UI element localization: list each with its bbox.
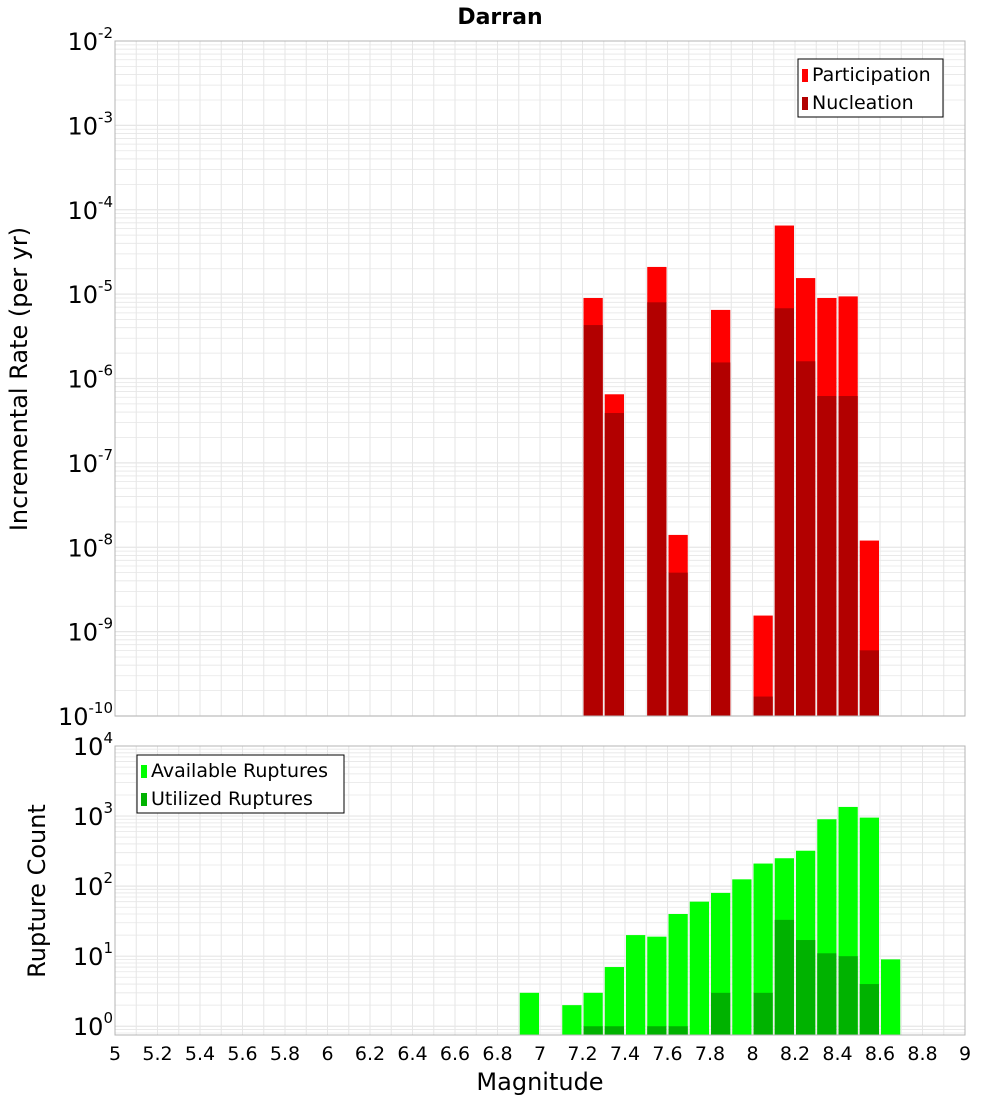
x-tick-label: 5.8 <box>270 1043 300 1065</box>
bar-available-ruptures <box>604 967 624 1035</box>
y-tick-label: 10-7 <box>67 446 113 478</box>
x-tick-label: 8.2 <box>780 1043 810 1065</box>
y-tick-label: 10-10 <box>58 699 113 731</box>
y-tick-label: 102 <box>73 869 113 901</box>
legend-layer: Participation Nucleation Available Rupture… <box>136 58 944 814</box>
bar-nucleation <box>753 696 773 716</box>
x-tick-label: 6.8 <box>482 1043 512 1065</box>
x-tick-label: 9 <box>959 1043 971 1065</box>
x-tick-label: 6.6 <box>440 1043 470 1065</box>
x-tick-label: 6 <box>321 1043 333 1065</box>
chart-title: Darran <box>457 5 542 30</box>
bottom-y-axis-title: Rupture Count <box>23 804 51 978</box>
y-tick-label: 10-2 <box>67 24 113 56</box>
legend-swatch <box>141 765 147 778</box>
legend-label: Nucleation <box>812 92 914 114</box>
bar-utilized-ruptures <box>711 992 731 1035</box>
x-tick-label: 5 <box>109 1043 121 1065</box>
bar-available-ruptures <box>689 901 709 1035</box>
bar-available-ruptures <box>647 936 667 1035</box>
y-tick-label: 10-8 <box>67 530 113 562</box>
legend-1: Available Ruptures Utilized Ruptures <box>136 754 345 814</box>
bar-utilized-ruptures <box>604 1026 624 1035</box>
legend-box <box>797 58 944 118</box>
bar-utilized-ruptures <box>859 984 879 1035</box>
bar-available-ruptures <box>753 863 773 1035</box>
y-tick-label: 104 <box>73 729 113 761</box>
grid-layer <box>114 41 966 1035</box>
x-tick-label: 7 <box>534 1043 546 1065</box>
bar-nucleation <box>604 413 624 716</box>
bar-utilized-ruptures <box>774 919 794 1035</box>
x-tick-label: 7.4 <box>610 1043 640 1065</box>
bar-nucleation <box>817 396 837 716</box>
bar-utilized-ruptures <box>817 953 837 1035</box>
legend-swatch <box>802 69 808 82</box>
x-tick-label: 7.8 <box>695 1043 725 1065</box>
bar-nucleation <box>774 308 794 716</box>
y-tick-label: 10-3 <box>67 108 113 140</box>
bar-nucleation <box>647 302 667 716</box>
x-tick-label: 5.6 <box>227 1043 257 1065</box>
legend-label: Utilized Ruptures <box>151 788 313 810</box>
x-tick-label: 8.8 <box>907 1043 937 1065</box>
bar-available-ruptures <box>732 879 752 1035</box>
y-tick-label: 10-6 <box>67 362 113 394</box>
bar-nucleation <box>711 362 731 716</box>
bar-available-ruptures <box>519 992 539 1035</box>
x-tick-label: 7.2 <box>567 1043 597 1065</box>
y-tick-label: 10-5 <box>67 277 113 309</box>
y-tick-label: 103 <box>73 799 113 831</box>
bar-nucleation <box>859 650 879 716</box>
frame-layer <box>114 40 966 1036</box>
x-tick-label: 5.4 <box>185 1043 215 1065</box>
bar-utilized-ruptures <box>796 940 816 1035</box>
bar-utilized-ruptures <box>583 1026 603 1035</box>
y-tick-label: 10-4 <box>67 193 113 225</box>
x-tick-label: 8.4 <box>822 1043 852 1065</box>
legend-swatch <box>141 793 147 806</box>
bar-participation <box>753 615 773 716</box>
bar-available-ruptures <box>583 992 603 1035</box>
bar-available-ruptures <box>562 1005 582 1035</box>
legend-swatch <box>802 97 808 110</box>
bar-utilized-ruptures <box>668 1026 688 1035</box>
bar-available-ruptures <box>859 817 879 1035</box>
bar-utilized-ruptures <box>647 1026 667 1035</box>
x-tick-label: 8.6 <box>865 1043 895 1065</box>
x-tick-label: 8 <box>746 1043 758 1065</box>
y-tick-label: 10-9 <box>67 615 113 647</box>
x-tick-label: 6.4 <box>397 1043 427 1065</box>
y-tick-label: 100 <box>73 1009 113 1041</box>
legend-label: Available Ruptures <box>151 760 328 782</box>
bar-nucleation <box>838 396 858 716</box>
bars-layer <box>519 225 901 1035</box>
legend-label: Participation <box>812 64 931 86</box>
x-tick-label: 6.2 <box>355 1043 385 1065</box>
y-tick-label: 101 <box>73 939 113 971</box>
top-y-axis-title: Incremental Rate (per yr) <box>5 227 33 531</box>
bar-utilized-ruptures <box>838 956 858 1035</box>
bar-nucleation <box>583 325 603 716</box>
x-tick-label: 7.6 <box>652 1043 682 1065</box>
bar-available-ruptures <box>881 959 901 1035</box>
bar-available-ruptures <box>626 935 646 1035</box>
plot-frame-1 <box>114 745 966 1036</box>
bar-nucleation <box>668 572 688 716</box>
bar-nucleation <box>796 361 816 716</box>
bar-available-ruptures <box>668 914 688 1035</box>
axes-layer: 10-2 10-3 10-4 10-5 10-6 10-7 10-8 10-9 10-10104… <box>58 24 971 1065</box>
x-tick-label: 5.2 <box>142 1043 172 1065</box>
legend-0: Participation Nucleation <box>797 58 944 118</box>
x-axis-title: Magnitude <box>476 1068 603 1096</box>
legend-box <box>136 754 345 814</box>
bar-utilized-ruptures <box>753 992 773 1035</box>
plot-frame-0 <box>114 40 966 717</box>
